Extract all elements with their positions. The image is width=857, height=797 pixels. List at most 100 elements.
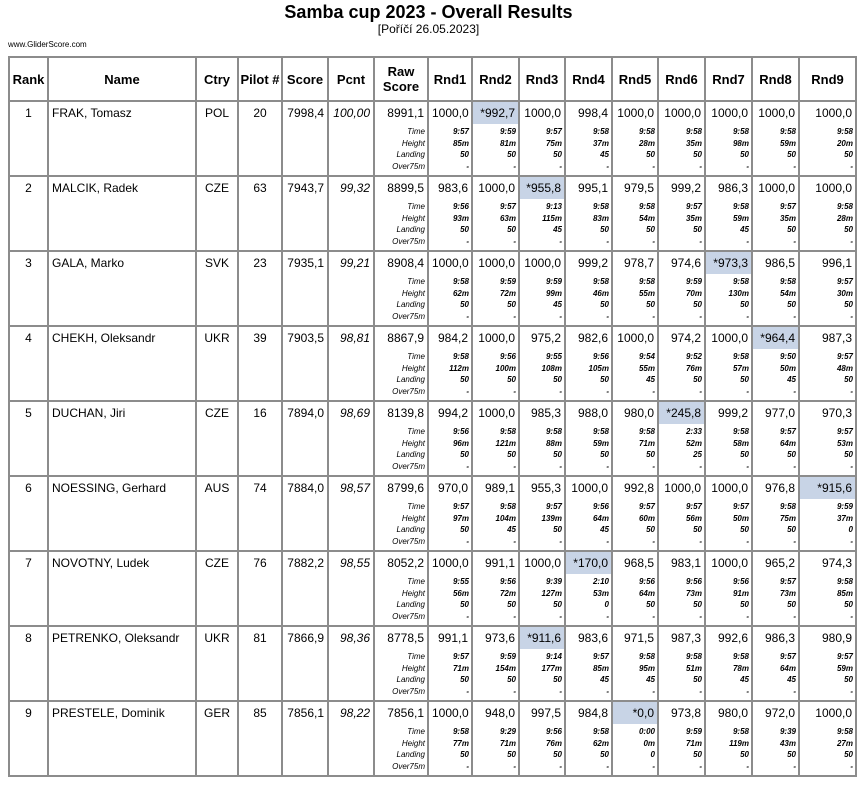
round-height: 51m: [685, 663, 702, 673]
round-over75m: -: [793, 686, 796, 696]
round-3-cell: *911,6 9:14 177m 50 -: [518, 625, 566, 702]
round-7-cell: 986,3 9:58 59m 45 -: [704, 175, 753, 252]
round-height: 53m: [836, 438, 853, 448]
round-time: 9:56: [638, 577, 655, 586]
pilot-number-td: 76: [237, 550, 283, 627]
detail-label: Time: [407, 577, 425, 586]
round-landing: 50: [507, 225, 516, 234]
round-9-cell: 980,9 9:57 59m 50 -: [798, 625, 857, 702]
round-over75m: -: [559, 536, 562, 546]
round-time: 9:57: [732, 502, 749, 511]
round-3-cell: 975,2 9:55 108m 50 -: [518, 325, 566, 402]
raw-score-td: 8899,5 Time Height Landing Over75m: [373, 175, 429, 252]
round-over75m: -: [606, 161, 609, 171]
round-over75m: -: [559, 461, 562, 471]
round-height: 60m: [638, 513, 655, 523]
round-time: 9:58: [452, 352, 469, 361]
pilot-name-td: NOVOTNY, Ludek: [47, 550, 197, 627]
round-6-cell: 974,2 9:52 76m 50 -: [657, 325, 706, 402]
round-height: 91m: [732, 588, 749, 598]
pilot-name: GALA, Marko: [52, 256, 125, 270]
round-time: 9:58: [732, 427, 749, 436]
round-height: 83m: [592, 213, 609, 223]
round-height: 75m: [545, 138, 562, 148]
round-over75m: -: [606, 536, 609, 546]
round-score: 1000,0: [478, 331, 515, 345]
round-score: 972,0: [764, 706, 795, 720]
detail-label: Time: [407, 352, 425, 361]
round-score: 980,0: [717, 706, 748, 720]
pilot-name-td: DUCHAN, Jiri: [47, 400, 197, 477]
site-link[interactable]: www.GliderScore.com: [8, 40, 87, 49]
round-5-cell: 968,5 9:56 64m 50 -: [611, 550, 659, 627]
round-time: 9:56: [452, 202, 469, 211]
round-height: 62m: [592, 738, 609, 748]
round-landing: 50: [740, 525, 749, 534]
round-score: 1000,0: [617, 106, 654, 120]
round-height: 35m: [779, 213, 796, 223]
round-height: 154m: [495, 663, 516, 673]
round-landing: 50: [460, 150, 469, 159]
round-7-cell: 1000,0 9:58 98m 50 -: [704, 100, 753, 177]
rank-cell: 4: [25, 331, 32, 345]
round-height: 99m: [545, 288, 562, 298]
round-over75m: -: [559, 686, 562, 696]
round-over75m: -: [466, 311, 469, 321]
round-score: 977,0: [764, 406, 795, 420]
detail-label: Height: [401, 138, 425, 148]
detail-label: Landing: [396, 450, 425, 459]
round-9-cell: 974,3 9:58 85m 50 -: [798, 550, 857, 627]
round-landing: 50: [693, 150, 702, 159]
round-over75m: -: [559, 611, 562, 621]
round-score: 973,6: [484, 631, 515, 645]
pilot-number-td: 85: [237, 700, 283, 777]
round-landing: 50: [507, 150, 516, 159]
score-cell-td: 7903,5: [281, 325, 329, 402]
raw-score: 8052,2: [387, 556, 424, 570]
rank-cell-td: 8: [8, 625, 49, 702]
round-landing: 50: [693, 300, 702, 309]
dropped-round-score: *0,0: [613, 702, 657, 724]
round-score: 1000,0: [758, 181, 795, 195]
round-landing: 50: [787, 450, 796, 459]
round-3-cell: 997,5 9:56 76m 50 -: [518, 700, 566, 777]
rank-cell: 6: [25, 481, 32, 495]
country-cell-td: SVK: [195, 250, 239, 327]
score-cell: 7935,1: [287, 256, 324, 270]
round-6-cell: 983,1 9:56 73m 50 -: [657, 550, 706, 627]
percent-cell: 98,22: [339, 706, 370, 720]
round-score: 994,2: [437, 406, 468, 420]
round-time: 9:50: [779, 352, 796, 361]
round-2-cell: *992,7 9:59 81m 50 -: [471, 100, 520, 177]
round-landing: 50: [740, 300, 749, 309]
round-landing: 50: [693, 375, 702, 384]
percent-cell-td: 99,32: [327, 175, 375, 252]
round-landing: 50: [507, 375, 516, 384]
round-height: 127m: [541, 588, 562, 598]
detail-label: Landing: [396, 600, 425, 609]
detail-label: Height: [401, 288, 425, 298]
round-1-cell: 984,2 9:58 112m 50 -: [427, 325, 473, 402]
round-score: 1000,0: [815, 106, 852, 120]
raw-score-td: 8799,6 Time Height Landing Over75m: [373, 475, 429, 552]
pilot-number: 16: [253, 406, 267, 420]
round-8-cell: 977,0 9:57 64m 50 -: [751, 400, 800, 477]
round-time: 9:39: [779, 727, 796, 736]
pilot-number: 23: [253, 256, 267, 270]
round-over75m: -: [513, 611, 516, 621]
percent-cell: 98,36: [339, 631, 370, 645]
pilot-name: PRESTELE, Dominik: [52, 706, 165, 720]
round-2-cell: 991,1 9:56 72m 50 -: [471, 550, 520, 627]
round-landing: 25: [693, 450, 702, 459]
round-height: 63m: [499, 213, 516, 223]
round-7-cell: *973,3 9:58 130m 50 -: [704, 250, 753, 327]
rank-cell-td: 2: [8, 175, 49, 252]
round-7-cell: 1000,0 9:58 57m 50 -: [704, 325, 753, 402]
round-height: 37m: [592, 138, 609, 148]
pilot-number-td: 16: [237, 400, 283, 477]
pilot-number-td: 39: [237, 325, 283, 402]
round-over75m: -: [746, 386, 749, 396]
round-score: 983,1: [670, 556, 701, 570]
round-landing: 50: [787, 750, 796, 759]
round-landing: 50: [787, 150, 796, 159]
